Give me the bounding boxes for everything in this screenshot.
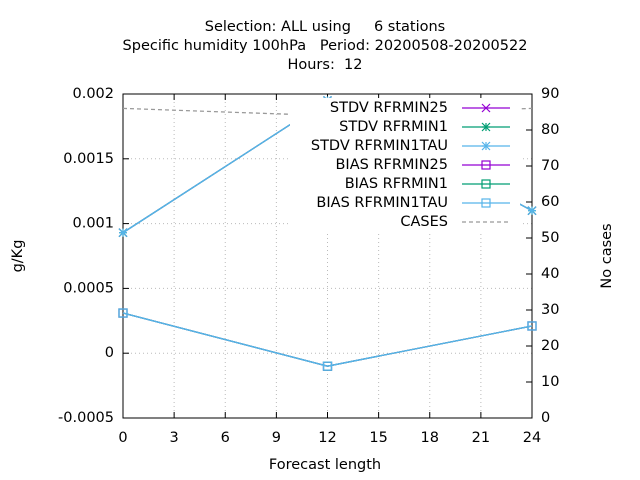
y2-tick-label: 40: [541, 266, 559, 282]
y-tick-label: -0.0005: [58, 410, 114, 426]
legend-label: BIAS RFRMIN1: [345, 176, 448, 192]
point: [527, 321, 537, 331]
x-tick-label: 18: [421, 430, 439, 446]
x-tick-label: 9: [272, 430, 281, 446]
y2-axis-label: No cases: [599, 223, 615, 288]
y-tick-label: 0.002: [72, 86, 114, 102]
x-tick-label: 12: [318, 430, 336, 446]
legend-label: BIAS RFRMIN25: [335, 157, 448, 173]
y2-tick-label: 20: [541, 338, 559, 354]
y-axis-label: g/Kg: [10, 240, 26, 273]
legend-point: [481, 179, 491, 189]
x-tick-label: 0: [118, 430, 127, 446]
point-square: [118, 308, 128, 318]
y2-tick-label: 0: [541, 410, 550, 426]
y2-tick-label: 70: [541, 158, 559, 174]
legend-point: [481, 103, 491, 113]
legend-point: [481, 122, 491, 132]
series-line: [122, 312, 533, 367]
point-square: [527, 321, 537, 331]
chart-title: Specific humidity 100hPa Period: 2020050…: [123, 38, 528, 54]
legend-label: CASES: [400, 214, 448, 230]
point-square: [481, 198, 491, 208]
point-square: [481, 179, 491, 189]
y2-tick-label: 30: [541, 302, 559, 318]
plot-border: [122, 93, 533, 419]
point: [118, 228, 128, 238]
point-stroke: [481, 103, 491, 113]
x-tick-label: 21: [472, 430, 490, 446]
x-tick-label: 3: [170, 430, 179, 446]
point: [322, 361, 333, 371]
legend-point: [481, 160, 491, 170]
legend-point: [481, 198, 491, 208]
point: [527, 206, 537, 216]
point-square: [481, 160, 491, 170]
point-square: [322, 361, 333, 371]
y-tick-label: 0.0005: [63, 280, 114, 296]
y2-tick-label: 10: [541, 374, 559, 390]
y2-tick-label: 60: [541, 194, 559, 210]
legend-label: STDV RFRMIN1TAU: [311, 138, 448, 154]
y2-tick-label: 50: [541, 230, 559, 246]
x-tick-label: 24: [523, 430, 541, 446]
y2-tick-label: 80: [541, 122, 559, 138]
legend-point: [481, 141, 491, 151]
y-tick-label: 0: [105, 345, 114, 361]
x-tick-label: 15: [369, 430, 387, 446]
legend-label: STDV RFRMIN1: [339, 119, 448, 135]
legend-label: BIAS RFRMIN1TAU: [316, 195, 448, 211]
y2-tick-label: 90: [541, 86, 559, 102]
point: [118, 308, 128, 318]
chart-title: Selection: ALL using 6 stations: [205, 19, 446, 35]
chart-title: Hours: 12: [287, 57, 362, 73]
y-tick-label: 0.0015: [63, 151, 114, 167]
x-tick-label: 6: [221, 430, 230, 446]
y-tick-label: 0.001: [72, 216, 114, 232]
x-axis-label: Forecast length: [269, 457, 381, 473]
legend-label: STDV RFRMIN25: [330, 100, 448, 116]
